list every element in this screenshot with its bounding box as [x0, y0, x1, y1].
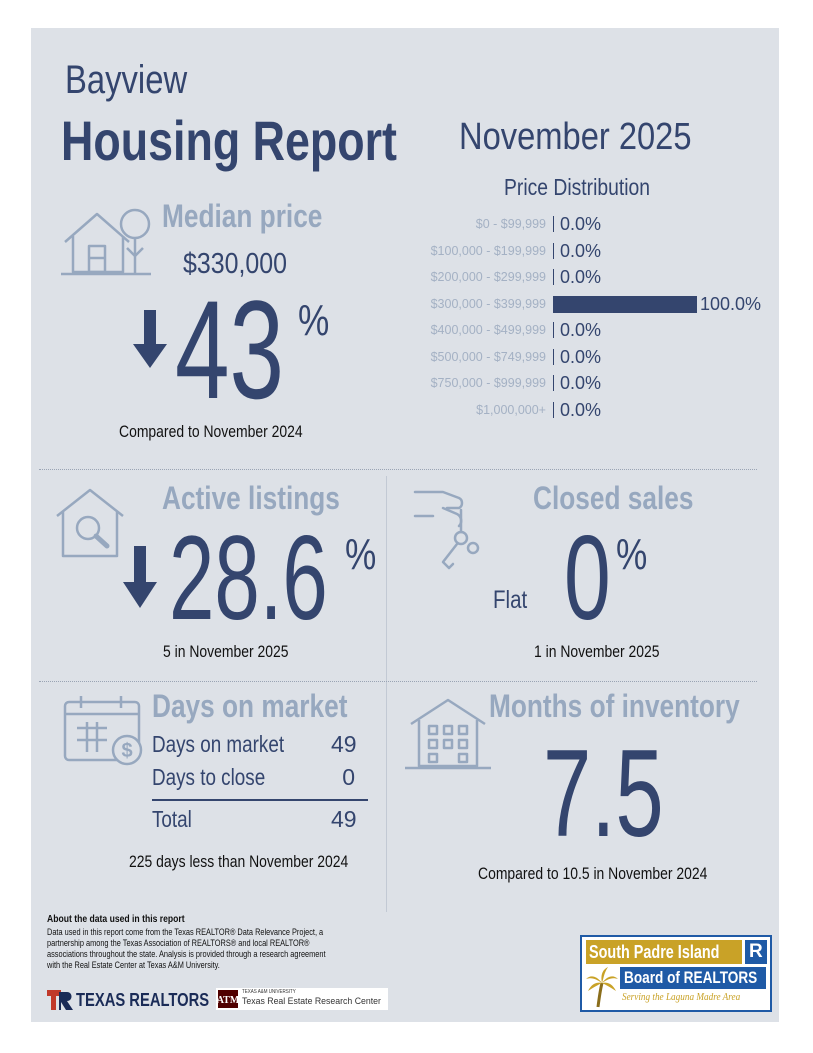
distribution-range: $300,000 - $399,999	[430, 297, 546, 311]
median-price-change: 43	[175, 271, 285, 428]
closed-sales-change: 0	[564, 511, 611, 645]
distribution-value: 0.0%	[560, 320, 602, 340]
distribution-value: 0.0%	[560, 267, 602, 287]
months-of-inventory-heading: Months of inventory	[489, 688, 740, 724]
median-price-value: $330,000	[183, 248, 288, 280]
dom-row-value: 49	[331, 731, 357, 757]
median-price-comparison: Compared to November 2024	[119, 422, 303, 441]
total-value: 49	[331, 806, 357, 832]
price-distribution-chart: $0 - $99,999 0.0% $100,000 - $199,999 0.…	[406, 214, 806, 434]
tamu-small-text: TEXAS A&M UNIVERSITY	[242, 989, 296, 995]
report-title: Housing Report	[61, 109, 397, 172]
distribution-bar	[553, 296, 697, 313]
svg-text:ATM: ATM	[217, 995, 240, 1006]
spi-logo-line2: Board of REALTORS	[620, 967, 766, 989]
about-title: About the data used in this report	[47, 914, 185, 925]
distribution-value: 0.0%	[560, 347, 602, 367]
dom-row-label: Days on market	[152, 731, 285, 757]
house-tree-icon	[61, 208, 151, 276]
city-name: Bayview	[65, 58, 188, 102]
section-divider	[39, 469, 757, 470]
distribution-range: $500,000 - $749,999	[430, 350, 546, 364]
about-text: Data used in this report come from the T…	[47, 927, 387, 971]
about-line: partnership among the Texas Association …	[47, 938, 310, 948]
texas-realtors-logo: TEXAS REALTORS	[76, 990, 210, 1010]
distribution-bar	[553, 216, 554, 232]
distribution-bar	[553, 322, 554, 338]
distribution-bar	[553, 269, 554, 285]
magnify-house-icon	[56, 488, 124, 558]
distribution-row: $200,000 - $299,999 0.0%	[406, 267, 806, 289]
hand-key-icon	[413, 490, 480, 570]
spi-logo-line1: South Padre Island	[586, 940, 742, 964]
total-rule	[152, 799, 368, 801]
distribution-bar	[553, 375, 554, 391]
report-period: November 2025	[459, 116, 692, 158]
distribution-row: $750,000 - $999,999 0.0%	[406, 373, 806, 395]
closed-sales-percent: %	[616, 530, 648, 579]
svg-text:$: $	[121, 740, 132, 762]
distribution-range: $200,000 - $299,999	[430, 270, 546, 284]
months-of-inventory-comparison: Compared to 10.5 in November 2024	[478, 864, 708, 883]
spi-tagline: Serving the Laguna Madre Area	[622, 992, 741, 1003]
active-listings-change: 28.6	[169, 511, 328, 645]
active-listings-detail: 5 in November 2025	[163, 642, 289, 661]
distribution-bar	[553, 243, 554, 259]
closed-sales-detail: 1 in November 2025	[534, 642, 660, 661]
median-price-percent: %	[298, 296, 330, 345]
distribution-row: $500,000 - $749,999 0.0%	[406, 347, 806, 369]
distribution-value: 0.0%	[560, 214, 602, 234]
report-panel: Bayview Housing Report November 2025 Med…	[31, 28, 779, 1022]
distribution-row: $100,000 - $199,999 0.0%	[406, 241, 806, 263]
about-line: Data used in this report come from the T…	[47, 927, 324, 937]
about-line: associations throughout the state. Analy…	[47, 949, 326, 959]
dtc-row-label: Days to close	[152, 764, 266, 790]
days-on-market-comparison: 225 days less than November 2024	[129, 852, 349, 871]
distribution-value: 0.0%	[560, 373, 602, 393]
distribution-range: $100,000 - $199,999	[430, 244, 546, 258]
distribution-row: $400,000 - $499,999 0.0%	[406, 320, 806, 342]
months-of-inventory-value: 7.5	[543, 725, 664, 863]
active-listings-percent: %	[345, 530, 377, 579]
closed-sales-trend: Flat	[493, 586, 528, 614]
distribution-value: 0.0%	[560, 400, 602, 420]
about-line: with the Real Estate Center at Texas A&M…	[47, 960, 220, 970]
distribution-range: $1,000,000+	[476, 403, 546, 417]
tamu-mark-icon: ATM	[217, 990, 240, 1008]
closed-sales-heading: Closed sales	[533, 480, 694, 516]
realtor-r-icon: R	[745, 940, 767, 964]
calendar-dollar-icon: $	[63, 696, 143, 766]
tamu-center-text: Texas Real Estate Research Center	[242, 996, 381, 1007]
total-label: Total	[152, 806, 192, 832]
spi-board-logo: South Padre Island R Board of REALTORS S…	[580, 935, 772, 1012]
texas-realtors-logo-icon	[47, 990, 73, 1010]
section-divider	[39, 681, 757, 682]
price-distribution-heading: Price Distribution	[504, 174, 651, 200]
column-divider	[386, 476, 387, 912]
distribution-range: $750,000 - $999,999	[430, 376, 546, 390]
palm-tree-icon	[586, 967, 618, 1008]
distribution-value: 0.0%	[560, 241, 602, 261]
median-price-heading: Median price	[162, 198, 323, 234]
dtc-row-value: 0	[342, 764, 355, 790]
arrow-down-icon	[133, 310, 167, 368]
distribution-range: $400,000 - $499,999	[430, 323, 546, 337]
distribution-row: $0 - $99,999 0.0%	[406, 214, 806, 236]
distribution-range: $0 - $99,999	[475, 217, 546, 231]
building-icon	[405, 698, 491, 770]
arrow-down-icon	[123, 546, 157, 608]
tamu-logo: ATM TEXAS A&M UNIVERSITY Texas Real Esta…	[216, 988, 388, 1010]
distribution-value: 100.0%	[700, 294, 762, 314]
days-on-market-heading: Days on market	[152, 688, 348, 724]
distribution-bar	[553, 349, 554, 365]
active-listings-heading: Active listings	[162, 480, 340, 516]
distribution-row: $1,000,000+ 0.0%	[406, 400, 806, 422]
distribution-bar	[553, 402, 554, 418]
distribution-row: $300,000 - $399,999 100.0%	[406, 294, 806, 316]
